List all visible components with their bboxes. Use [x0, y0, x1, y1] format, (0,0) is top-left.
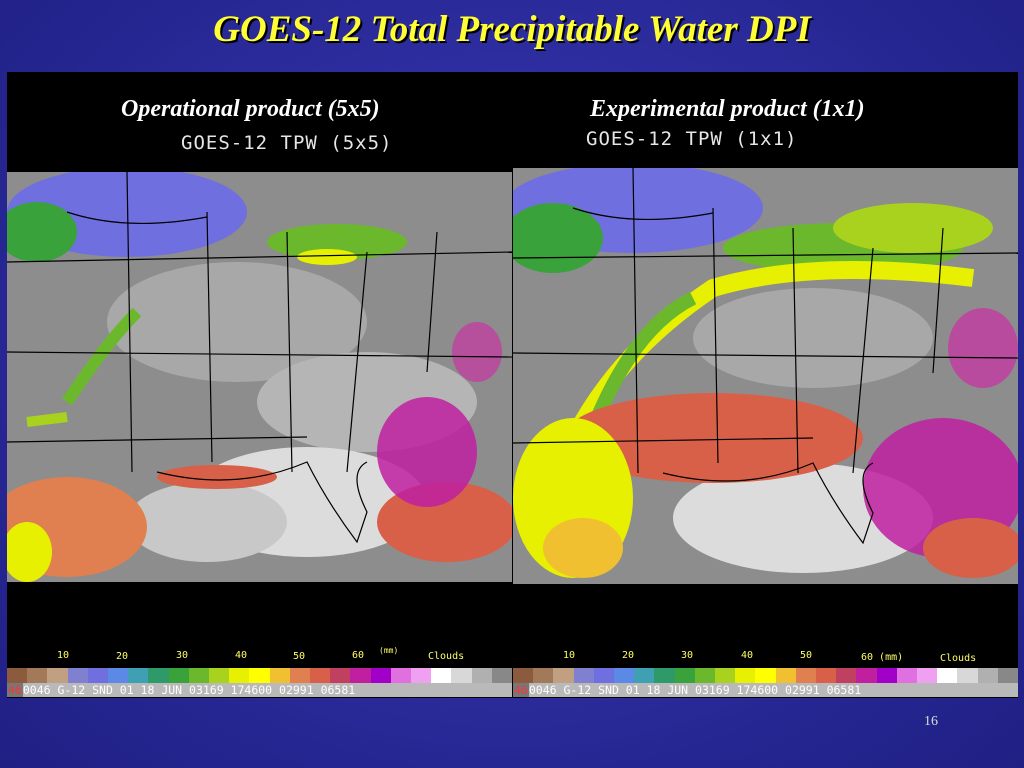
- colorbar-swatch: [168, 668, 189, 684]
- colorbar-swatch: [593, 668, 615, 684]
- left-tpw-map: [7, 172, 512, 582]
- scale-tick: 10: [57, 650, 70, 661]
- colorbar-swatch: [249, 668, 270, 684]
- colorbar-swatch: [735, 668, 756, 684]
- colorbar-swatch: [513, 668, 534, 684]
- colorbar-swatch: [491, 668, 513, 684]
- scale-tick: 30: [176, 650, 189, 661]
- colorbar-swatch: [431, 668, 452, 684]
- info-index: 46: [7, 683, 23, 697]
- scale-tick: 30: [681, 650, 694, 661]
- scale-tick: 20: [622, 650, 635, 661]
- colorbar-swatch: [614, 668, 635, 684]
- right-image-label: GOES-12 TPW (1x1): [586, 128, 798, 150]
- scale-tick: 60 (mm): [861, 652, 904, 663]
- scale-tick: (mm): [379, 646, 399, 655]
- scale-tick: 40: [741, 650, 754, 661]
- right-colorbar: [513, 668, 1019, 684]
- colorbar-swatch: [451, 668, 472, 684]
- colorbar-swatch: [269, 668, 290, 684]
- colorbar-swatch: [289, 668, 311, 684]
- scale-tick: 20: [116, 651, 129, 662]
- left-image-label: GOES-12 TPW (5x5): [181, 132, 393, 154]
- colorbar-swatch: [937, 668, 958, 684]
- info-text: 0046 G-12 SND 01 18 JUN 03169 174600 029…: [22, 683, 356, 697]
- colorbar-swatch: [209, 668, 230, 684]
- colorbar-swatch: [634, 668, 655, 684]
- colorbar-swatch: [715, 668, 736, 684]
- right-info-bar: 460046 G-12 SND 01 18 JUN 03169 174600 0…: [513, 683, 1018, 697]
- colorbar-swatch: [390, 668, 412, 684]
- colorbar-swatch: [471, 668, 492, 684]
- colorbar-swatch: [7, 668, 28, 684]
- colorbar-swatch: [896, 668, 918, 684]
- colorbar-swatch: [188, 668, 210, 684]
- colorbar-swatch: [47, 668, 68, 684]
- scale-tick: 60: [352, 650, 365, 661]
- slide-title: GOES-12 Total Precipitable Water DPI: [213, 9, 811, 50]
- colorbar-swatch: [87, 668, 109, 684]
- colorbar-swatch: [330, 668, 351, 684]
- colorbar-swatch: [836, 668, 857, 684]
- info-text: 0046 G-12 SND 01 18 JUN 03169 174600 029…: [528, 683, 862, 697]
- colorbar-swatch: [229, 668, 250, 684]
- colorbar-swatch: [977, 668, 998, 684]
- colorbar-swatch: [795, 668, 817, 684]
- colorbar-swatch: [553, 668, 574, 684]
- scale-tick: Clouds: [940, 653, 977, 664]
- colorbar-swatch: [755, 668, 776, 684]
- left-subtitle: Operational product (5x5): [121, 96, 380, 122]
- scale-tick: 50: [293, 651, 306, 662]
- colorbar-swatch: [775, 668, 796, 684]
- colorbar-swatch: [694, 668, 716, 684]
- left-info-bar: 460046 G-12 SND 01 18 JUN 03169 174600 0…: [7, 683, 512, 697]
- right-subtitle: Experimental product (1x1): [590, 96, 865, 122]
- page-number: 16: [924, 714, 938, 729]
- scale-tick: 40: [235, 650, 248, 661]
- colorbar-swatch: [67, 668, 88, 684]
- scale-tick: 50: [800, 650, 813, 661]
- colorbar-swatch: [370, 668, 391, 684]
- colorbar-swatch: [108, 668, 129, 684]
- colorbar-swatch: [411, 668, 432, 684]
- colorbar-swatch: [997, 668, 1019, 684]
- left-colorbar: [7, 668, 513, 684]
- colorbar-swatch: [876, 668, 897, 684]
- colorbar-swatch: [573, 668, 594, 684]
- scale-tick: 10: [563, 650, 576, 661]
- colorbar-swatch: [27, 668, 48, 684]
- colorbar-swatch: [148, 668, 169, 684]
- info-index: 46: [513, 683, 529, 697]
- right-tpw-map: [513, 168, 1018, 584]
- scale-tick: Clouds: [428, 651, 465, 662]
- colorbar-swatch: [856, 668, 877, 684]
- colorbar-swatch: [957, 668, 978, 684]
- colorbar-swatch: [816, 668, 837, 684]
- colorbar-swatch: [674, 668, 695, 684]
- colorbar-swatch: [533, 668, 554, 684]
- colorbar-swatch: [128, 668, 149, 684]
- colorbar-swatch: [917, 668, 938, 684]
- colorbar-swatch: [310, 668, 331, 684]
- colorbar-swatch: [654, 668, 675, 684]
- colorbar-swatch: [350, 668, 371, 684]
